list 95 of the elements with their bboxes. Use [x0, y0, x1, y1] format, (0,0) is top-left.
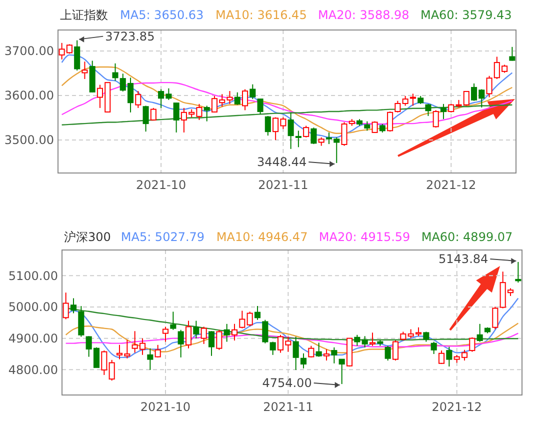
candlestick [270, 341, 276, 356]
x-tick-label: 2021-12 [426, 178, 476, 192]
candlestick [292, 336, 299, 370]
chart-title: 沪深300 [64, 230, 111, 244]
x-tick-label: 2021-11 [258, 178, 308, 192]
candlestick [70, 298, 77, 314]
candlestick [295, 130, 302, 148]
candlestick [193, 320, 200, 339]
candlestick [423, 331, 430, 342]
candlestick [185, 320, 192, 349]
line-series [61, 104, 513, 126]
candlestick [492, 306, 498, 330]
candlestick [430, 341, 437, 354]
candlestick [303, 125, 310, 138]
candlestick [216, 329, 222, 350]
candlestick [288, 112, 294, 150]
candlestick [78, 306, 84, 338]
y-tick-label: 4900.00 [8, 332, 58, 346]
candlestick [112, 62, 118, 82]
candlestick [178, 329, 184, 358]
y-tick-label: 3700.00 [4, 44, 54, 58]
candlestick [331, 346, 338, 364]
y-tick-label: 5000.00 [8, 300, 58, 314]
text: MA60: 4899.07 [421, 230, 513, 244]
candlestick [224, 323, 230, 342]
candlestick [509, 46, 516, 62]
annotation: 4754.00 [262, 376, 312, 390]
annotation: 5143.84 [438, 252, 488, 266]
candlestick [394, 100, 401, 113]
y-tick-label: 3600.00 [4, 88, 54, 103]
candlestick [476, 323, 483, 342]
candlestick [150, 107, 156, 120]
y-tick-label: 5100.00 [8, 268, 58, 283]
candlestick [364, 120, 370, 132]
candlestick [200, 326, 207, 344]
candlestick [300, 352, 307, 369]
candlestick [257, 98, 264, 115]
candlestick [262, 319, 268, 344]
x-tick-label: 2021-10 [140, 400, 191, 414]
x-tick-label: 2021-11 [263, 400, 314, 414]
candlestick [204, 105, 210, 122]
text: MA5: 5027.79 [120, 230, 205, 244]
candlestick [392, 340, 399, 362]
candlestick [142, 105, 149, 132]
candlestick [308, 345, 314, 358]
candlestick [254, 306, 261, 320]
candlestick [264, 115, 271, 136]
text: MA20: 3588.98 [318, 8, 410, 22]
text: MA60: 3579.43 [420, 8, 512, 22]
candlestick [432, 110, 439, 128]
candlestick [246, 311, 253, 327]
candlestick [74, 40, 80, 72]
candlestick [135, 90, 142, 108]
candlestick [354, 334, 360, 346]
candlestick [316, 342, 322, 358]
x-tick-label: 2021-12 [432, 400, 482, 414]
text: MA10: 3616.45 [216, 8, 307, 22]
candlestick [173, 102, 180, 133]
candlestick [438, 350, 445, 364]
x-tick-label: 2021-10 [136, 178, 186, 192]
candlestick [231, 323, 238, 342]
y-tick-label: 4800.00 [8, 362, 58, 377]
line-series [61, 66, 513, 134]
candlestick [82, 61, 88, 80]
candlestick [242, 88, 248, 111]
text: MA5: 3650.63 [120, 8, 204, 22]
y-tick-label: 3500.00 [4, 133, 54, 148]
candlestick [323, 348, 330, 362]
candlestick [62, 292, 69, 320]
candlestick [425, 103, 432, 116]
candlestick [239, 310, 246, 329]
candlestick [162, 326, 169, 342]
candlestick [384, 345, 391, 362]
candlestick [101, 350, 108, 376]
annotation: 3723.85 [105, 30, 155, 44]
candlestick [387, 111, 394, 132]
candlestick [440, 103, 446, 120]
candlestick [170, 311, 176, 330]
candlestick [515, 261, 522, 284]
candlestick [369, 332, 376, 346]
candlestick [310, 127, 317, 145]
candlestick [208, 330, 215, 356]
candlestick [469, 336, 476, 352]
candlestick [250, 84, 256, 100]
candlestick [446, 346, 452, 367]
text: MA10: 4946.47 [216, 230, 308, 244]
chart-title: 上证指数 [60, 8, 108, 22]
text: MA20: 4915.59 [318, 230, 410, 244]
candlestick [338, 358, 345, 385]
candlestick [362, 336, 368, 348]
candlestick [108, 359, 115, 382]
candlestick [234, 92, 240, 106]
candlestick [147, 348, 154, 370]
candlestick [154, 344, 161, 358]
annotation: 3448.44 [256, 155, 307, 170]
